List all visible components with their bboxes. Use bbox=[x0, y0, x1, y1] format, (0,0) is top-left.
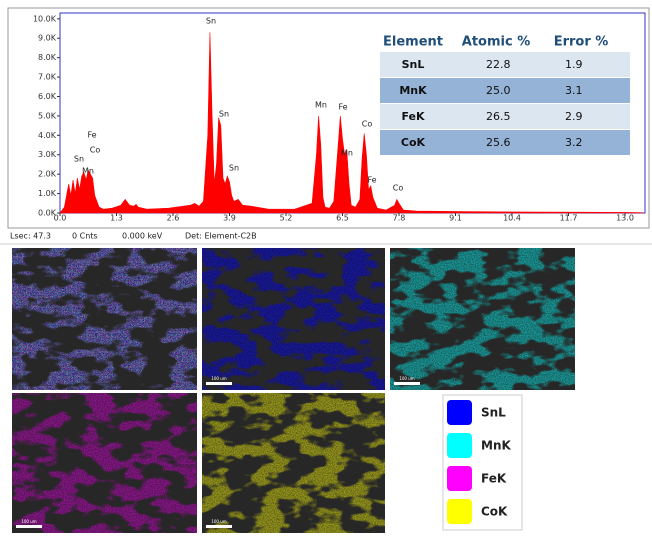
page: 0.0K1.0K2.0K3.0K4.0K5.0K6.0K7.0K8.0K9.0K… bbox=[0, 0, 652, 533]
status-text: Lsec: 47.3 bbox=[10, 232, 51, 241]
x-tick-label: 2.6 bbox=[167, 214, 180, 223]
y-tick-label: 9.0K bbox=[38, 34, 57, 43]
table-cell: FeK bbox=[401, 110, 425, 123]
y-tick-label: 1.0K bbox=[38, 189, 57, 198]
scale-bar bbox=[394, 382, 420, 385]
y-tick-label: 7.0K bbox=[38, 73, 57, 82]
status-text: Det: Element-C2B bbox=[185, 232, 257, 241]
legend-label: MnK bbox=[481, 439, 511, 453]
x-tick-label: 5.2 bbox=[280, 214, 293, 223]
table-cell: 22.8 bbox=[486, 58, 511, 71]
table-header: Atomic % bbox=[462, 35, 530, 50]
peak-label: Fe bbox=[367, 176, 376, 185]
y-tick-label: 3.0K bbox=[38, 150, 57, 159]
peak-label: Mn bbox=[82, 167, 94, 176]
x-tick-label: 7.8 bbox=[393, 214, 406, 223]
table-header: Element bbox=[383, 35, 443, 50]
x-tick-label: 1.3 bbox=[110, 214, 123, 223]
map-voids bbox=[202, 393, 385, 533]
y-tick-label: 8.0K bbox=[38, 53, 57, 62]
table-cell: 3.1 bbox=[565, 84, 583, 97]
peak-label: Sn bbox=[74, 155, 84, 164]
element-map: 100 um bbox=[12, 393, 197, 533]
element-map: 100 um bbox=[202, 248, 385, 390]
legend-swatch bbox=[447, 499, 472, 524]
map-voids bbox=[390, 248, 575, 390]
table-cell: 25.0 bbox=[486, 84, 511, 97]
x-tick-label: 3.9 bbox=[223, 214, 236, 223]
map-voids bbox=[12, 393, 197, 533]
table-cell: CoK bbox=[401, 136, 426, 149]
table-cell: 26.5 bbox=[486, 110, 511, 123]
element-map: 100 um bbox=[390, 248, 575, 390]
element-map bbox=[12, 248, 197, 390]
element-map: 100 um bbox=[202, 393, 385, 533]
table-header: Error % bbox=[554, 35, 609, 50]
peak-label: Co bbox=[362, 120, 373, 129]
x-tick-label: 13.0 bbox=[616, 214, 634, 223]
y-tick-label: 5.0K bbox=[38, 111, 57, 120]
legend-swatch bbox=[447, 400, 472, 425]
status-text: 0 Cnts bbox=[72, 232, 98, 241]
y-tick-label: 10.0K bbox=[33, 14, 57, 23]
y-tick-label: 2.0K bbox=[38, 170, 57, 179]
scale-label: 100 um bbox=[21, 519, 36, 524]
legend-label: FeK bbox=[481, 472, 507, 486]
x-tick-label: 11.7 bbox=[560, 214, 578, 223]
map-voids bbox=[202, 248, 385, 390]
peak-label: Fe bbox=[87, 131, 96, 140]
scale-bar bbox=[16, 525, 42, 528]
legend-label: CoK bbox=[481, 505, 508, 519]
y-tick-label: 6.0K bbox=[38, 92, 57, 101]
scale-label: 100 um bbox=[211, 376, 226, 381]
x-tick-label: 10.4 bbox=[503, 214, 521, 223]
peak-label: Co bbox=[90, 146, 101, 155]
table-cell: SnL bbox=[402, 58, 425, 71]
peak-label: Sn bbox=[219, 110, 229, 119]
table-cell: 1.9 bbox=[565, 58, 583, 71]
map-voids bbox=[12, 248, 197, 390]
peak-label: Mn bbox=[315, 101, 327, 110]
table-cell: 3.2 bbox=[565, 136, 583, 149]
scale-bar bbox=[206, 382, 232, 385]
y-tick-label: 4.0K bbox=[38, 131, 57, 140]
peak-label: Sn bbox=[206, 17, 216, 26]
scale-label: 100 um bbox=[211, 519, 226, 524]
x-tick-label: 0.0 bbox=[54, 214, 67, 223]
table-cell: 25.6 bbox=[486, 136, 511, 149]
peak-label: Fe bbox=[338, 103, 347, 112]
legend-label: SnL bbox=[481, 406, 506, 420]
scale-bar bbox=[206, 525, 232, 528]
table-cell: 2.9 bbox=[565, 110, 583, 123]
peak-label: Co bbox=[393, 184, 404, 193]
scale-label: 100 um bbox=[399, 376, 414, 381]
legend-swatch bbox=[447, 433, 472, 458]
peak-label: Mn bbox=[341, 149, 353, 158]
table-cell: MnK bbox=[399, 84, 427, 97]
status-text: 0.000 keV bbox=[122, 232, 163, 241]
x-tick-label: 9.1 bbox=[449, 214, 462, 223]
x-tick-label: 6.5 bbox=[336, 214, 349, 223]
legend-swatch bbox=[447, 466, 472, 491]
peak-label: Sn bbox=[229, 164, 239, 173]
